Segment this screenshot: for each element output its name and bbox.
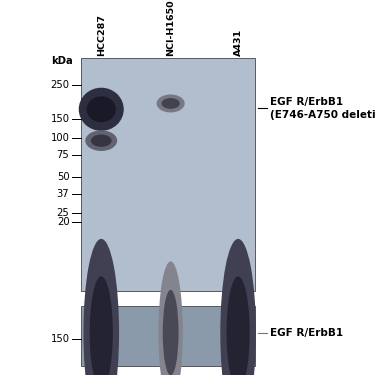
Ellipse shape [158, 261, 183, 375]
Text: A431: A431 [234, 28, 243, 56]
Text: 37: 37 [57, 189, 69, 199]
Ellipse shape [226, 276, 250, 375]
Bar [81, 58, 255, 291]
Text: 20: 20 [57, 217, 69, 227]
Ellipse shape [87, 96, 116, 122]
Ellipse shape [162, 98, 180, 109]
Ellipse shape [157, 94, 184, 112]
Text: 150: 150 [50, 334, 69, 344]
Text: 150: 150 [50, 114, 69, 124]
Ellipse shape [79, 88, 124, 131]
Ellipse shape [90, 276, 113, 375]
Ellipse shape [220, 239, 256, 375]
Ellipse shape [163, 290, 178, 375]
Text: kDa: kDa [51, 56, 73, 66]
Text: 100: 100 [51, 134, 69, 143]
Text: 25: 25 [57, 208, 69, 218]
Text: 50: 50 [57, 172, 69, 182]
Text: NCI-H1650: NCI-H1650 [166, 0, 175, 56]
Text: 75: 75 [57, 150, 69, 160]
Ellipse shape [85, 130, 117, 151]
Ellipse shape [91, 135, 112, 147]
Ellipse shape [83, 239, 119, 375]
Text: HCC287: HCC287 [97, 13, 106, 55]
Text: 250: 250 [50, 80, 69, 90]
Bar [81, 306, 255, 366]
Text: EGF R/ErbB1: EGF R/ErbB1 [270, 328, 344, 338]
Text: EGF R/ErbB1
(E746-A750 deletion): EGF R/ErbB1 (E746-A750 deletion) [270, 96, 375, 120]
